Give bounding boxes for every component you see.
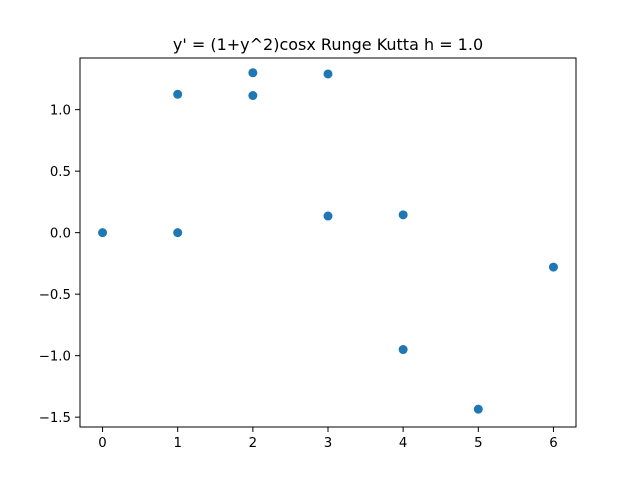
data-point xyxy=(98,228,108,238)
y-tick-label: 0.0 xyxy=(50,227,71,242)
y-tick-label: −1.5 xyxy=(39,411,71,426)
y-axis-ticks: −1.5 −1.0 −0.5 0.0 0.5 1.0 xyxy=(39,104,80,426)
chart-title: y' = (1+y^2)cosx Runge Kutta h = 1.0 xyxy=(173,35,483,54)
x-tick-label: 5 xyxy=(474,436,482,451)
x-tick-label: 4 xyxy=(399,436,407,451)
data-point xyxy=(248,68,258,78)
x-tick-label: 1 xyxy=(173,436,181,451)
data-point xyxy=(173,89,183,99)
data-point xyxy=(398,345,408,355)
x-axis-ticks: 0 1 2 3 4 5 6 xyxy=(98,427,558,451)
data-point xyxy=(548,262,558,272)
data-points xyxy=(98,68,558,414)
data-point xyxy=(323,69,333,79)
x-tick-label: 0 xyxy=(98,436,106,451)
x-tick-label: 3 xyxy=(324,436,332,451)
y-tick-label: −1.0 xyxy=(39,350,71,365)
y-tick-label: 1.0 xyxy=(50,104,71,119)
y-tick-label: 0.5 xyxy=(50,165,71,180)
data-point xyxy=(323,211,333,221)
data-point xyxy=(173,228,183,238)
y-tick-label: −0.5 xyxy=(39,288,71,303)
data-point xyxy=(398,210,408,220)
data-point xyxy=(248,91,258,101)
x-tick-label: 6 xyxy=(549,436,557,451)
x-tick-label: 2 xyxy=(249,436,257,451)
data-point xyxy=(473,404,483,414)
plot-frame xyxy=(79,57,577,428)
